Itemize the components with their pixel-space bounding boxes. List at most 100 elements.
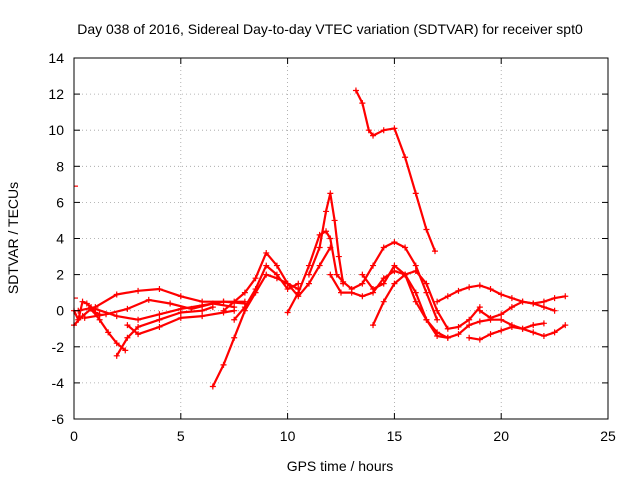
data-point	[508, 295, 515, 302]
data-point	[455, 287, 462, 294]
data-point	[327, 190, 334, 197]
y-tick-label: -4	[52, 375, 65, 391]
data-point	[551, 307, 558, 314]
data-point	[423, 316, 430, 323]
x-axis-label: GPS time / hours	[287, 458, 394, 474]
x-tick-label: 0	[70, 428, 78, 444]
data-point	[365, 127, 372, 134]
data-point	[498, 316, 505, 323]
data-point	[327, 271, 334, 278]
data-point	[431, 248, 438, 255]
data-point	[412, 289, 419, 296]
data-point	[209, 383, 216, 390]
data-point	[220, 298, 227, 305]
data-point	[562, 293, 569, 300]
data-point	[316, 262, 323, 269]
data-point	[199, 313, 206, 320]
data-point	[81, 314, 88, 321]
data-point	[412, 298, 419, 305]
data-point	[444, 293, 451, 300]
data-point	[335, 253, 342, 260]
data-point	[284, 280, 291, 287]
data-point	[551, 295, 558, 302]
data-point	[305, 262, 312, 269]
data-point	[508, 304, 515, 311]
data-point	[209, 304, 216, 311]
x-tick-label: 20	[493, 428, 509, 444]
grid-lines	[74, 58, 608, 419]
data-point	[135, 331, 142, 338]
data-point	[487, 286, 494, 293]
data-point	[177, 314, 184, 321]
x-tick-label: 15	[387, 428, 403, 444]
y-tick-label: 4	[56, 231, 64, 247]
data-point	[380, 127, 387, 134]
data-point	[412, 262, 419, 269]
y-tick-label: 8	[56, 158, 64, 174]
data-point	[370, 132, 377, 139]
series-line-track-14	[354, 89, 437, 253]
data-point	[412, 190, 419, 197]
data-point	[466, 284, 473, 291]
data-point	[359, 293, 366, 300]
data-point	[263, 262, 270, 269]
data-point	[466, 334, 473, 341]
chart-title: Day 038 of 2016, Sidereal Day-to-day VTE…	[77, 21, 583, 37]
data-point	[519, 298, 526, 305]
data-point	[540, 320, 547, 327]
data-point	[220, 361, 227, 368]
data-point	[177, 309, 184, 316]
data-point	[305, 271, 312, 278]
data-point	[273, 271, 280, 278]
data-point	[135, 287, 142, 294]
y-tick-label: 14	[48, 50, 64, 66]
data-point	[391, 280, 398, 287]
y-tick-label: -6	[52, 411, 65, 427]
data-point	[113, 352, 120, 359]
data-point	[252, 275, 259, 282]
data-point	[316, 244, 323, 251]
data-point	[487, 314, 494, 321]
data-point	[508, 323, 515, 330]
data-point	[359, 280, 366, 287]
data-point	[380, 298, 387, 305]
data-point	[530, 300, 537, 307]
data-point	[476, 318, 483, 325]
data-point	[156, 311, 163, 318]
data-point	[156, 323, 163, 330]
x-tick-label: 10	[280, 428, 296, 444]
data-series	[71, 87, 569, 390]
data-point	[455, 331, 462, 338]
y-tick-label: 10	[48, 122, 64, 138]
data-point	[359, 271, 366, 278]
data-point	[83, 300, 90, 307]
data-point	[434, 307, 441, 314]
data-point	[551, 329, 558, 336]
x-tick-label: 25	[600, 428, 616, 444]
data-point	[252, 286, 259, 293]
y-tick-label: 2	[56, 267, 64, 283]
data-point	[333, 271, 340, 278]
data-point	[273, 262, 280, 269]
data-point	[220, 307, 227, 314]
data-point	[241, 304, 248, 311]
data-point	[476, 282, 483, 289]
data-point	[135, 323, 142, 330]
data-point	[370, 262, 377, 269]
data-point	[231, 298, 238, 305]
data-point	[444, 334, 451, 341]
data-point	[156, 286, 163, 293]
data-point	[113, 313, 120, 320]
x-tick-label: 5	[177, 428, 185, 444]
data-point	[96, 316, 103, 323]
data-point	[466, 322, 473, 329]
data-point	[434, 316, 441, 323]
data-point	[105, 329, 112, 336]
data-point	[156, 316, 163, 323]
data-point	[124, 305, 131, 312]
data-point	[113, 291, 120, 298]
y-tick-label: 0	[56, 303, 64, 319]
data-point	[323, 208, 330, 215]
data-point	[391, 239, 398, 246]
